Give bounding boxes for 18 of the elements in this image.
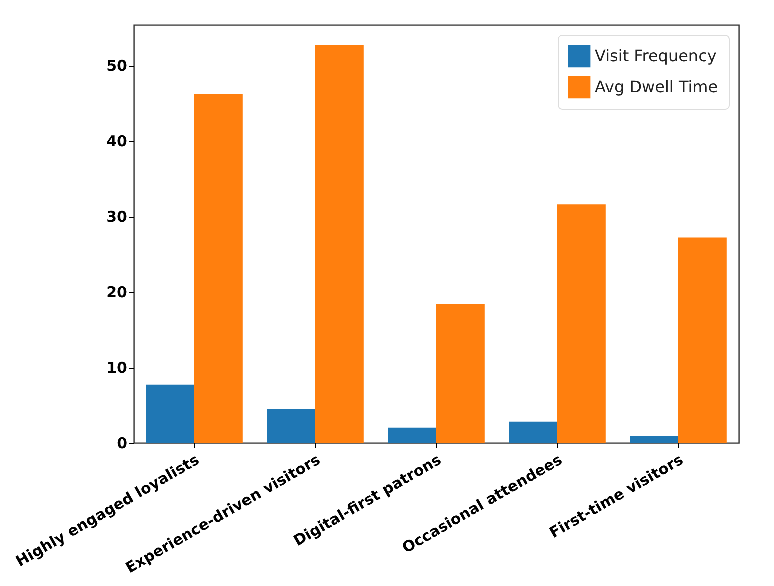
bar [194,94,243,443]
y-tick-label: 30 [106,208,128,226]
bar [630,436,678,443]
legend-label: Visit Frequency [595,46,717,66]
y-tick-label: 20 [106,284,128,302]
bar [388,428,436,443]
bar [678,238,727,443]
bar [509,422,558,443]
bar [316,45,364,443]
y-tick-label: 10 [106,359,128,378]
bar [436,304,485,443]
bar [558,204,606,443]
bar [146,384,194,443]
bar [267,409,316,443]
y-tick-label: 50 [106,57,128,76]
y-tick-label: 0 [117,434,128,452]
y-tick-label: 40 [106,132,128,151]
legend-label: Avg Dwell Time [595,78,718,96]
